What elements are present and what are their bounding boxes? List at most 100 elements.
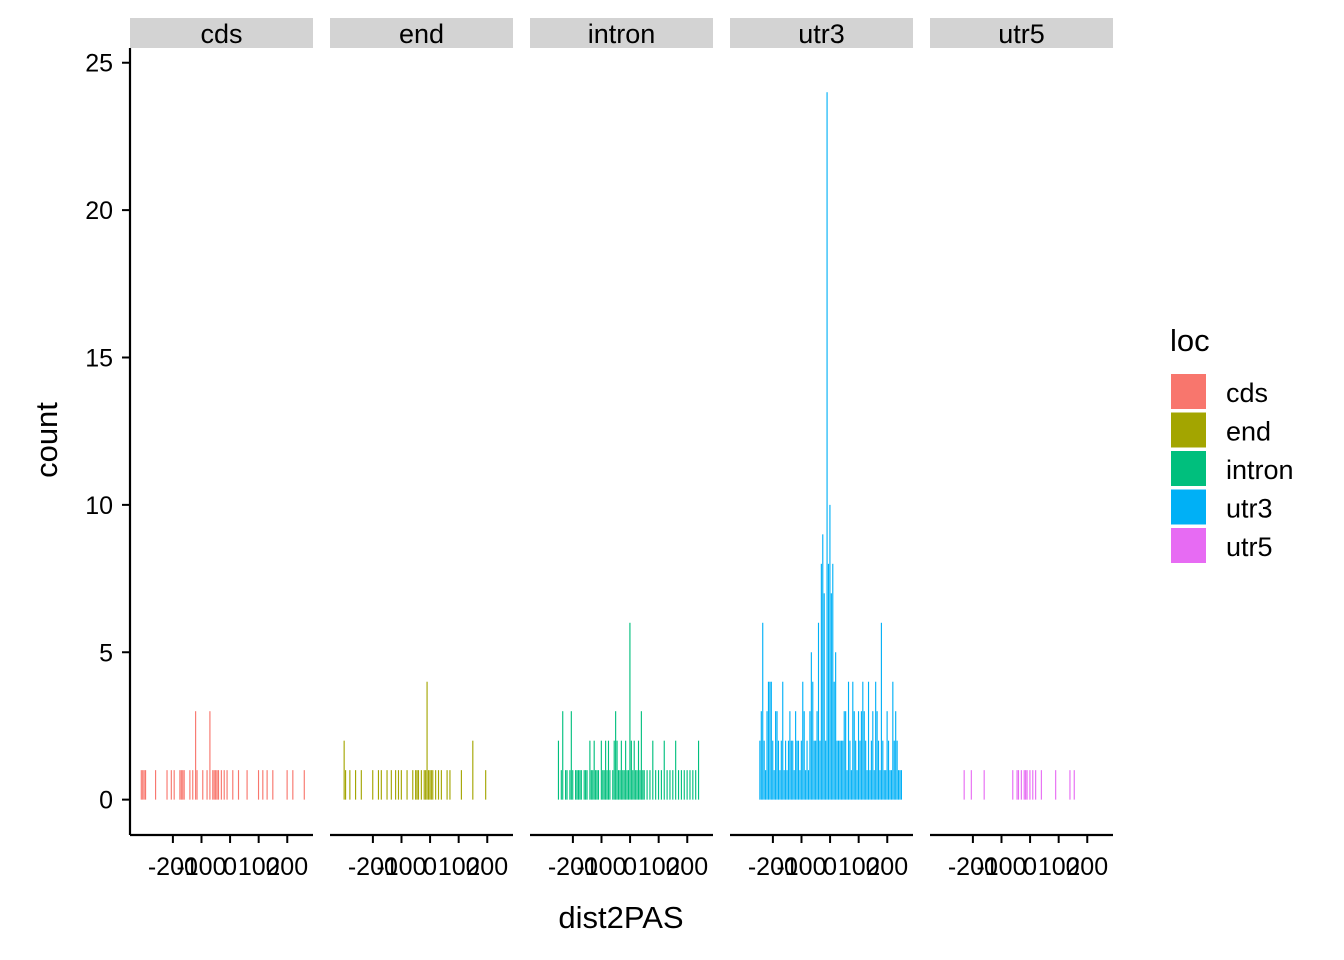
bar-utr3 bbox=[815, 740, 817, 800]
bar-utr3 bbox=[763, 740, 765, 800]
bar-utr3 bbox=[789, 711, 791, 800]
bar-end bbox=[345, 770, 347, 800]
bar-utr5 bbox=[1073, 770, 1075, 800]
bar-utr3 bbox=[859, 740, 861, 800]
bar-intron bbox=[695, 770, 697, 800]
bar-utr3 bbox=[842, 740, 844, 800]
bar-intron bbox=[560, 770, 562, 800]
bar-utr5 bbox=[983, 770, 985, 800]
x-tick-label-utr3: 0 bbox=[823, 853, 837, 881]
bar-utr3 bbox=[896, 740, 898, 800]
bar-intron bbox=[636, 770, 638, 800]
bar-intron bbox=[627, 770, 630, 800]
bar-utr3 bbox=[899, 770, 901, 800]
bar-cds bbox=[195, 711, 197, 800]
bar-utr3 bbox=[769, 681, 771, 800]
bar-intron bbox=[580, 770, 582, 800]
bar-cds bbox=[223, 770, 225, 800]
bar-cds bbox=[286, 770, 288, 800]
legend-swatch-intron bbox=[1171, 451, 1206, 486]
bar-utr3 bbox=[892, 681, 894, 800]
bar-utr3 bbox=[830, 593, 832, 800]
bar-cds bbox=[246, 770, 248, 800]
x-tick-label-utr5: -200 bbox=[948, 853, 998, 881]
bar-end bbox=[355, 770, 357, 800]
bar-end bbox=[426, 681, 428, 800]
bar-utr3 bbox=[847, 681, 850, 800]
bar-intron bbox=[569, 770, 571, 800]
bar-intron bbox=[660, 770, 662, 800]
bar-utr5 bbox=[1055, 770, 1057, 800]
bar-utr3 bbox=[886, 711, 888, 800]
bar-utr3 bbox=[893, 740, 895, 800]
bar-cds bbox=[266, 770, 268, 800]
x-axis-title: dist2PAS bbox=[558, 900, 683, 935]
bar-end bbox=[449, 770, 451, 800]
bar-intron bbox=[603, 770, 605, 800]
bar-utr5 bbox=[1029, 770, 1031, 800]
bar-intron bbox=[669, 770, 671, 800]
bar-end bbox=[417, 770, 420, 800]
bar-utr3 bbox=[802, 681, 804, 800]
bar-utr3 bbox=[800, 740, 802, 800]
bar-utr3 bbox=[776, 711, 778, 800]
bar-utr3 bbox=[803, 711, 805, 800]
bar-utr3 bbox=[897, 770, 900, 800]
bar-end bbox=[423, 770, 425, 800]
bar-intron bbox=[622, 770, 624, 800]
bar-intron bbox=[600, 740, 602, 800]
bar-utr3 bbox=[887, 740, 890, 800]
bar-end bbox=[420, 770, 422, 800]
bar-intron bbox=[597, 770, 600, 800]
bar-cds bbox=[217, 770, 220, 800]
bar-utr3 bbox=[850, 770, 852, 800]
bar-intron bbox=[640, 711, 642, 800]
bar-utr3 bbox=[836, 740, 838, 800]
bar-cds bbox=[292, 770, 294, 800]
bar-cds bbox=[192, 770, 194, 800]
bar-intron bbox=[585, 770, 587, 800]
bar-cds bbox=[180, 770, 182, 800]
bar-utr5 bbox=[1023, 770, 1025, 800]
bar-intron bbox=[576, 770, 578, 800]
y-tick-label: 5 bbox=[99, 639, 113, 667]
bar-utr3 bbox=[876, 711, 878, 800]
bar-utr3 bbox=[856, 770, 858, 800]
bar-end bbox=[446, 770, 448, 800]
bar-end bbox=[430, 770, 432, 800]
bar-intron bbox=[557, 740, 560, 800]
bar-utr3 bbox=[879, 770, 881, 800]
bar-intron bbox=[572, 770, 574, 800]
bar-utr3 bbox=[766, 711, 768, 800]
bar-end bbox=[400, 770, 402, 800]
bar-end bbox=[360, 770, 362, 800]
bar-cds bbox=[212, 770, 214, 800]
bar-end bbox=[349, 770, 351, 800]
x-tick-label-utr3: -200 bbox=[748, 853, 798, 881]
bar-end bbox=[380, 770, 382, 800]
bar-cds bbox=[196, 770, 198, 800]
bar-end bbox=[343, 740, 345, 800]
bar-utr5 bbox=[1012, 770, 1014, 800]
bar-intron bbox=[619, 770, 621, 800]
bar-utr3 bbox=[806, 740, 808, 800]
facet-label-intron: intron bbox=[588, 19, 656, 49]
bar-end bbox=[416, 770, 418, 800]
bar-cds bbox=[155, 770, 157, 800]
bar-utr3 bbox=[783, 770, 785, 800]
y-tick-label: 0 bbox=[99, 787, 113, 815]
x-tick-label-intron: -100 bbox=[576, 853, 626, 881]
bar-intron bbox=[589, 740, 591, 800]
bar-utr3 bbox=[865, 740, 867, 800]
bar-utr5 bbox=[970, 770, 972, 800]
bar-intron bbox=[683, 770, 685, 800]
bar-utr3 bbox=[870, 740, 872, 800]
x-tick-label-cds: 200 bbox=[266, 853, 308, 881]
bar-utr3 bbox=[810, 652, 812, 800]
bar-end bbox=[390, 770, 392, 800]
bar-utr3 bbox=[862, 681, 864, 800]
bar-utr5 bbox=[1025, 770, 1027, 800]
